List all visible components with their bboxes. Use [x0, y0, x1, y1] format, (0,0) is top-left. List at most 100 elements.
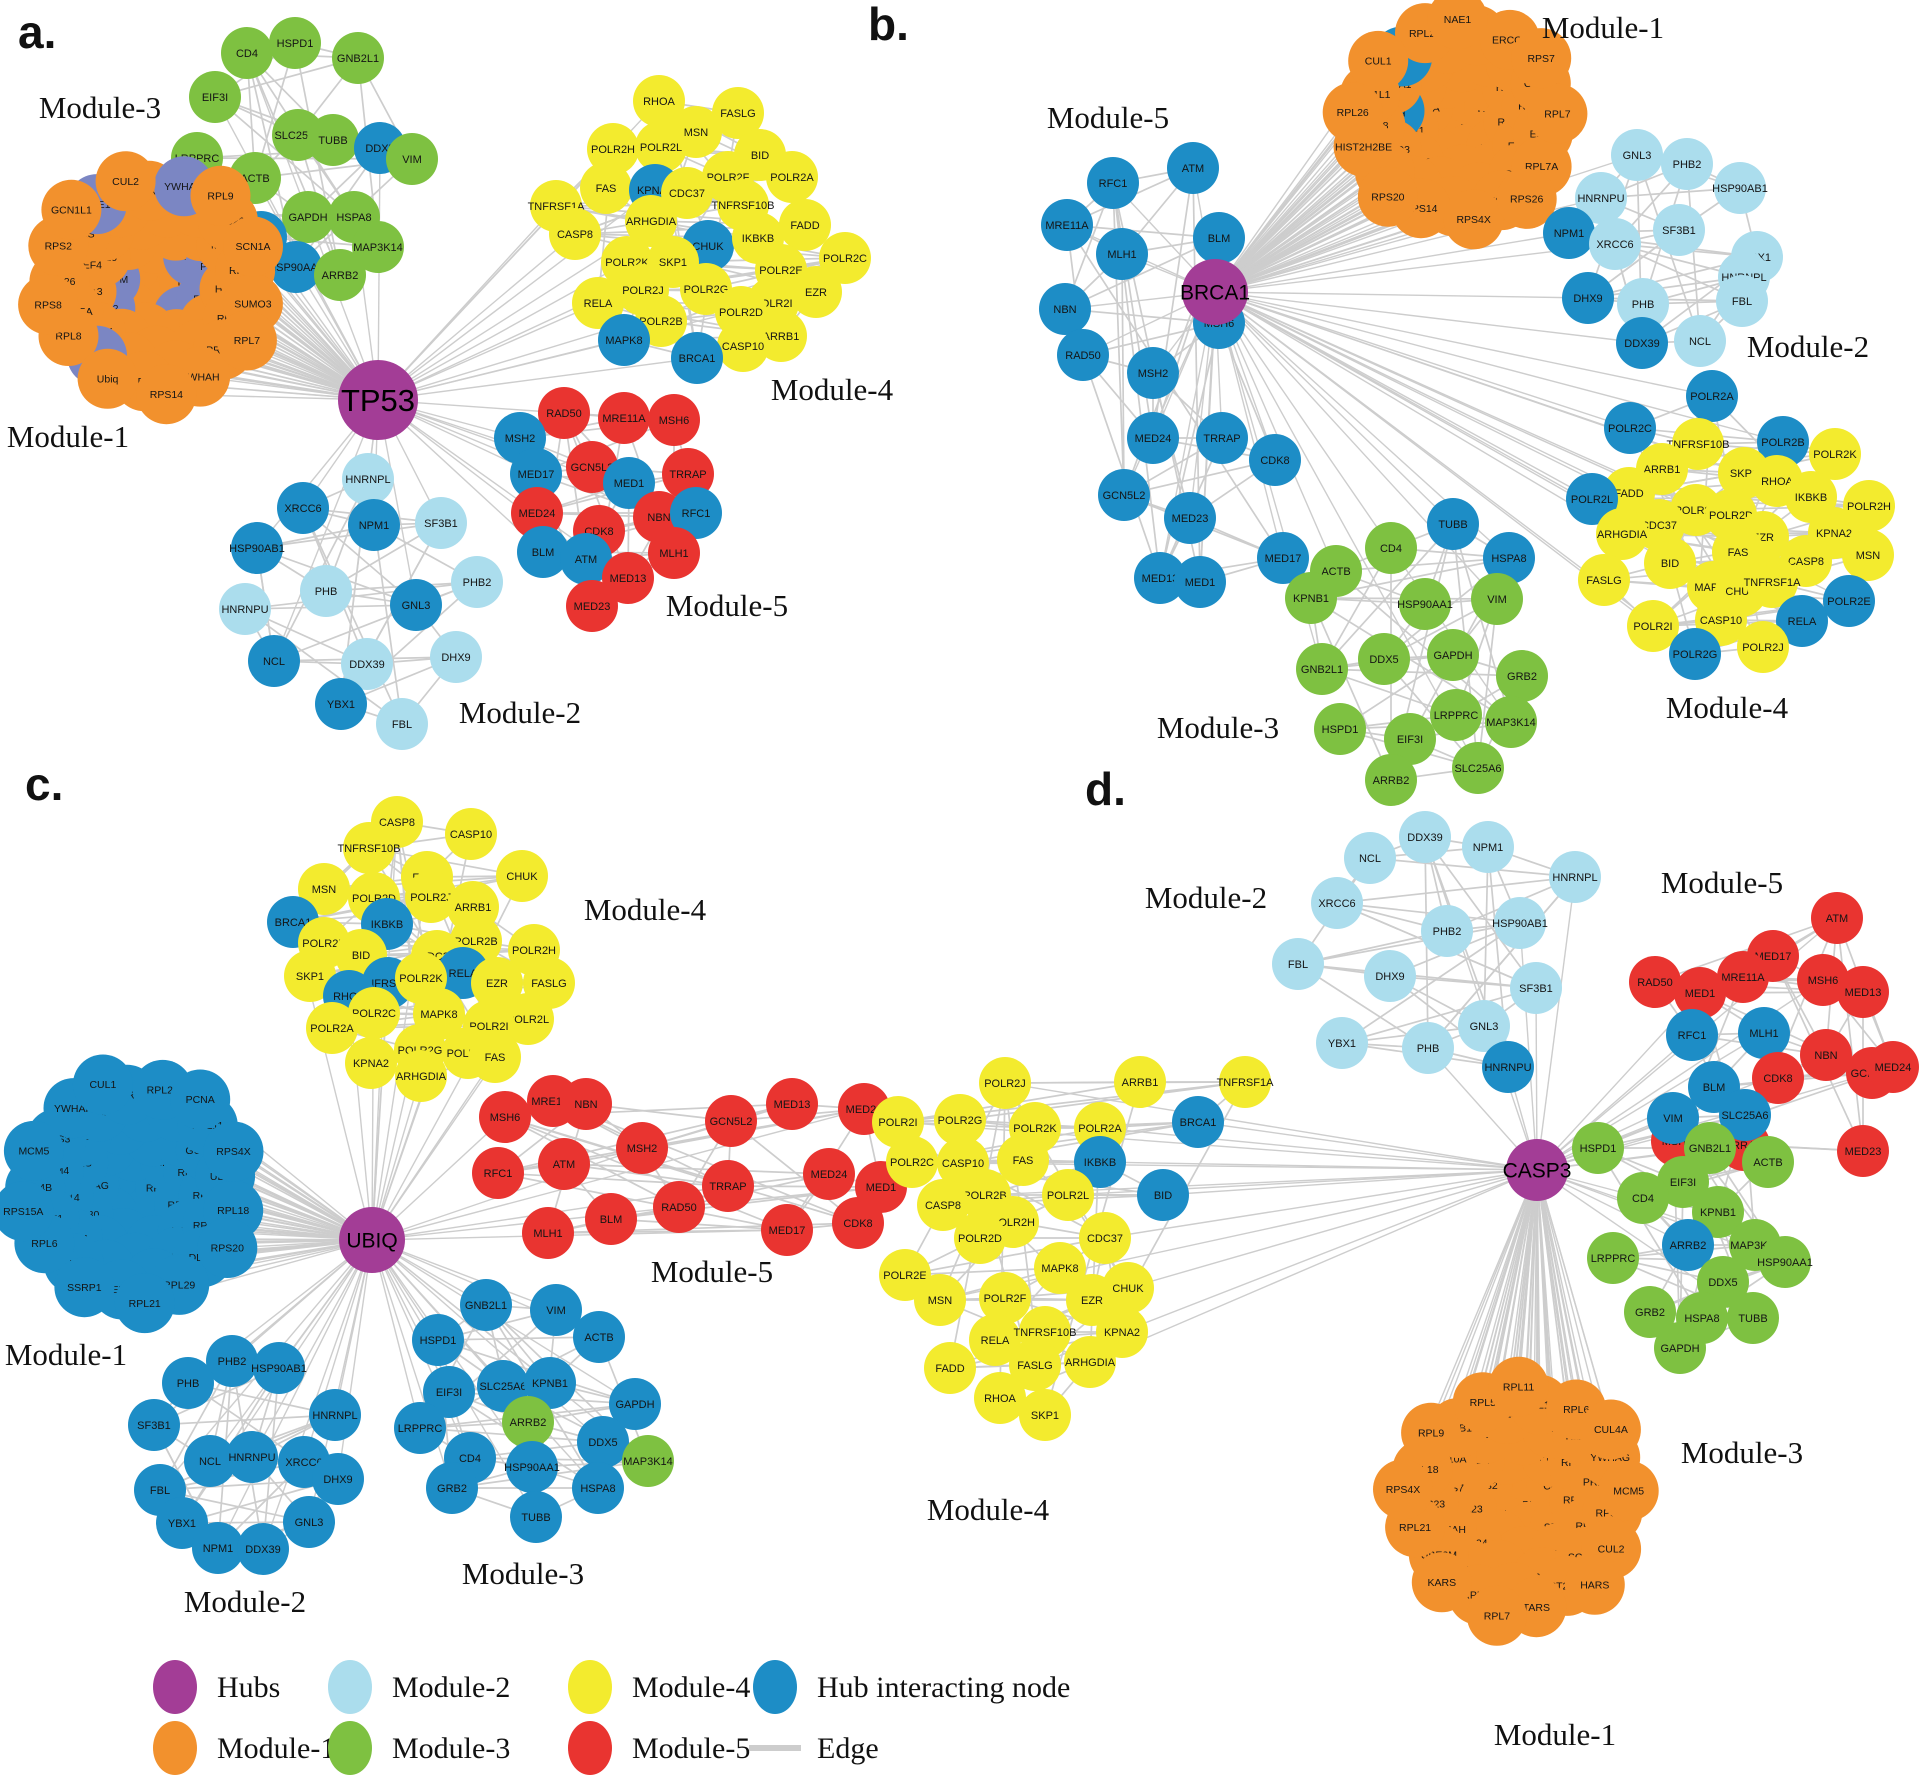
node-PCNA[interactable]: PCNA — [170, 1069, 231, 1130]
node-PHB2[interactable]: PHB2 — [1421, 905, 1473, 957]
node-MLH1[interactable]: MLH1 — [522, 1207, 574, 1259]
node-ARHGDIA[interactable]: ARHGDIA — [395, 1050, 447, 1102]
node-DDX39[interactable]: DDX39 — [1399, 811, 1451, 863]
node-KPNB1[interactable]: KPNB1 — [1692, 1186, 1744, 1238]
node-SF3B1[interactable]: SF3B1 — [128, 1399, 180, 1451]
node-RPL9[interactable]: RPL9 — [190, 165, 251, 226]
node-MED23[interactable]: MED23 — [566, 580, 618, 632]
node-MCM5[interactable]: MCM5 — [1598, 1460, 1659, 1521]
node-CDK8[interactable]: CDK8 — [1752, 1052, 1804, 1104]
node-POLR2C[interactable]: POLR2C — [819, 232, 871, 284]
node-DHX9[interactable]: DHX9 — [1562, 272, 1614, 324]
node-MLH1[interactable]: MLH1 — [1738, 1007, 1790, 1059]
node-MED17[interactable]: MED17 — [1257, 532, 1309, 584]
node-RPL11[interactable]: RPL11 — [1488, 1356, 1549, 1417]
node-SF3B1[interactable]: SF3B1 — [415, 497, 467, 549]
node-XRCC6[interactable]: XRCC6 — [1589, 218, 1641, 270]
node-XRCC6[interactable]: XRCC6 — [1311, 877, 1363, 929]
node-SF3B1[interactable]: SF3B1 — [1653, 204, 1705, 256]
node-GRB2[interactable]: GRB2 — [1496, 650, 1548, 702]
node-TRRAP[interactable]: TRRAP — [662, 448, 714, 500]
node-CD4[interactable]: CD4 — [1365, 522, 1417, 574]
node-MSH6[interactable]: MSH6 — [479, 1091, 531, 1143]
node-FAS[interactable]: FAS — [997, 1134, 1049, 1186]
node-HSPA8[interactable]: HSPA8 — [1483, 532, 1535, 584]
node-RAD50[interactable]: RAD50 — [1057, 329, 1109, 381]
node-MSH6[interactable]: MSH6 — [648, 394, 700, 446]
node-LRPPRC[interactable]: LRPPRC — [1430, 689, 1482, 741]
node-TUBB[interactable]: TUBB — [1727, 1292, 1779, 1344]
node-NBN[interactable]: NBN — [1800, 1029, 1852, 1081]
node-GNL3[interactable]: GNL3 — [1458, 1000, 1510, 1052]
node-HSP90AA1[interactable]: HSP90AA1 — [504, 1441, 560, 1493]
node-ARRB1[interactable]: ARRB1 — [1114, 1056, 1166, 1108]
node-FBL[interactable]: FBL — [376, 698, 428, 750]
node-ARRB2[interactable]: ARRB2 — [1365, 754, 1417, 806]
node-HNRNPU[interactable]: HNRNPU — [1575, 172, 1627, 224]
node-GNB2L1[interactable]: GNB2L1 — [332, 32, 384, 84]
node-MED24[interactable]: MED24 — [803, 1148, 855, 1200]
node-SLC25A6[interactable]: SLC25A6 — [1719, 1089, 1771, 1141]
node-RPS14[interactable]: RPS14 — [136, 364, 197, 425]
node-DHX9[interactable]: DHX9 — [1364, 950, 1416, 1002]
node-HSPA8[interactable]: HSPA8 — [572, 1462, 624, 1514]
node-RPL7[interactable]: RPL7 — [1527, 83, 1588, 144]
node-GRB2[interactable]: GRB2 — [1624, 1286, 1676, 1338]
node-MSH6[interactable]: MSH6 — [1797, 954, 1849, 1006]
node-CASP10[interactable]: CASP10 — [717, 320, 769, 372]
node-EIF3I[interactable]: EIF3I — [189, 71, 241, 123]
node-ARHGDIA[interactable]: ARHGDIA — [1596, 508, 1648, 560]
node-POLR2A[interactable]: POLR2A — [1686, 370, 1738, 422]
node-CDK8[interactable]: CDK8 — [1249, 434, 1301, 486]
node-FASLG[interactable]: FASLG — [1578, 554, 1630, 606]
node-PHB[interactable]: PHB — [1402, 1022, 1454, 1074]
node-BRCA1[interactable]: BRCA1 — [671, 332, 723, 384]
node-TNFRSF10B[interactable]: TNFRSF10B — [338, 822, 401, 874]
node-POLR2C[interactable]: POLR2C — [348, 987, 400, 1039]
node-POLR2B[interactable]: POLR2B — [1757, 416, 1809, 468]
node-NPM1[interactable]: NPM1 — [348, 499, 400, 551]
node-KPNB1[interactable]: KPNB1 — [524, 1357, 576, 1409]
node-MSN[interactable]: MSN — [1842, 529, 1894, 581]
node-FBL[interactable]: FBL — [1716, 275, 1768, 327]
node-SF3B1[interactable]: SF3B1 — [1510, 962, 1562, 1014]
node-XRCC6[interactable]: XRCC6 — [277, 482, 329, 534]
node-PHB2[interactable]: PHB2 — [206, 1335, 258, 1387]
node-MED23[interactable]: MED23 — [1837, 1125, 1889, 1177]
node-MLH1[interactable]: MLH1 — [648, 527, 700, 579]
node-RHOA[interactable]: RHOA — [633, 75, 685, 127]
node-BLM[interactable]: BLM — [517, 526, 569, 578]
node-VIM[interactable]: VIM — [1471, 573, 1523, 625]
node-NPM1[interactable]: NPM1 — [192, 1522, 244, 1574]
node-HNRNPU[interactable]: HNRNPU — [219, 583, 271, 635]
node-YBX1[interactable]: YBX1 — [315, 678, 367, 730]
node-KPNB1[interactable]: KPNB1 — [1285, 572, 1337, 624]
hub-node-TP53[interactable]: TP53 — [338, 360, 418, 440]
node-HSP90AB1[interactable]: HSP90AB1 — [1712, 162, 1768, 214]
node-EZR[interactable]: EZR — [790, 266, 842, 318]
node-MED1[interactable]: MED1 — [1174, 556, 1226, 608]
node-HSP90AB1[interactable]: HSP90AB1 — [251, 1342, 307, 1394]
node-HSP90AA1[interactable]: HSP90AA1 — [1397, 578, 1453, 630]
node-NCL[interactable]: NCL — [248, 635, 300, 687]
hub-node-BRCA1[interactable]: BRCA1 — [1180, 259, 1250, 325]
node-CDC37[interactable]: CDC37 — [1079, 1212, 1131, 1264]
node-NPM1[interactable]: NPM1 — [1462, 821, 1514, 873]
node-TUBB[interactable]: TUBB — [1427, 498, 1479, 550]
node-ARRB2[interactable]: ARRB2 — [502, 1396, 554, 1448]
node-GAPDH[interactable]: GAPDH — [282, 191, 334, 243]
node-NBN[interactable]: NBN — [560, 1078, 612, 1130]
node-CUL4A[interactable]: CUL4A — [1580, 1399, 1641, 1460]
node-FAS[interactable]: FAS — [580, 162, 632, 214]
node-FADD[interactable]: FADD — [779, 199, 831, 251]
node-RPL9[interactable]: RPL9 — [1401, 1402, 1462, 1463]
node-ARHGDIA[interactable]: ARHGDIA — [625, 195, 677, 247]
node-DHX9[interactable]: DHX9 — [430, 631, 482, 683]
node-RFC1[interactable]: RFC1 — [670, 487, 722, 539]
node-GCN5L2[interactable]: GCN5L2 — [1098, 469, 1150, 521]
node-CUL1[interactable]: CUL1 — [72, 1054, 133, 1115]
node-VIM[interactable]: VIM — [386, 133, 438, 185]
node-RFC1[interactable]: RFC1 — [472, 1147, 524, 1199]
node-ARRB2[interactable]: ARRB2 — [1662, 1219, 1714, 1271]
node-RPL7[interactable]: RPL7 — [216, 310, 277, 371]
